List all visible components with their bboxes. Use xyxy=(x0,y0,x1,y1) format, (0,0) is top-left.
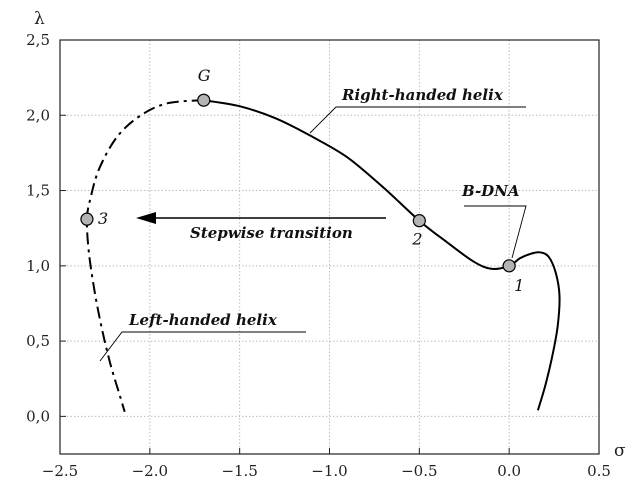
x-axis-label: σ xyxy=(614,441,626,461)
y-tick-labels: 0,0 0,5 1,0 1,5 2,0 2,5 xyxy=(26,31,50,425)
point-label-3: 3 xyxy=(98,209,108,228)
leader-right-handed xyxy=(309,106,526,134)
x-tick-label: 0.5 xyxy=(587,462,611,480)
transition-arrow xyxy=(136,212,386,224)
x-tick-label: −2.0 xyxy=(132,462,168,480)
point-marker-G xyxy=(197,93,211,107)
left-handed-helix-line xyxy=(85,99,204,413)
y-tick-label: 1,5 xyxy=(26,182,50,200)
y-tick-label: 0,5 xyxy=(26,332,50,350)
annotation-transition: Stepwise transition xyxy=(190,224,353,242)
series-group xyxy=(85,99,561,413)
x-tick-labels: −2.5 −2.0 −1.5 −1.0 −0.5 0.0 0.5 xyxy=(42,462,611,480)
y-tick-label: 1,0 xyxy=(26,257,50,275)
annotation-right-handed: Right-handed helix xyxy=(341,86,504,104)
right-handed-helix-line xyxy=(203,99,561,411)
x-tick-label: −1.0 xyxy=(311,462,347,480)
point-marker-1 xyxy=(502,259,516,273)
x-tick-label: −1.5 xyxy=(221,462,257,480)
point-marker-3 xyxy=(80,212,94,226)
grid xyxy=(60,40,599,454)
point-label-G: G xyxy=(198,66,211,85)
leader-bdna xyxy=(464,205,527,259)
annotation-bdna: B-DNA xyxy=(461,182,520,200)
axis-ticks xyxy=(59,39,600,454)
annotation-left-handed: Left-handed helix xyxy=(128,311,278,329)
y-tick-label: 2,0 xyxy=(26,106,50,124)
x-tick-label: −2.5 xyxy=(42,462,78,480)
point-label-1: 1 xyxy=(514,276,524,295)
leader-left-handed xyxy=(99,331,306,362)
y-tick-label: 2,5 xyxy=(26,31,50,49)
x-tick-label: −0.5 xyxy=(401,462,437,480)
y-tick-label: 0,0 xyxy=(26,407,50,425)
point-marker-2 xyxy=(412,214,426,228)
marker-group: G 2 1 3 xyxy=(80,66,524,295)
x-tick-label: 0.0 xyxy=(497,462,521,480)
y-axis-label: λ xyxy=(34,9,45,29)
point-label-2: 2 xyxy=(411,230,422,249)
